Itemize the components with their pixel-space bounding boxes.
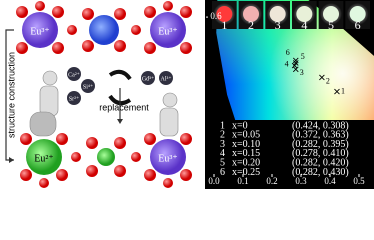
- photo-sample: [216, 6, 233, 22]
- photo-strip: 1 2 3 4 5 6: [212, 1, 370, 32]
- arrow-head: [117, 119, 123, 124]
- table-index: 3: [220, 139, 225, 150]
- point-label: 1: [341, 86, 345, 95]
- structure-diagram: structure construction Eu³⁺ Eu³⁺ Ca²⁺ Si…: [5, 1, 192, 188]
- point: [292, 66, 299, 73]
- x-tick-label: 0.1: [237, 176, 248, 186]
- photo-number: 4: [301, 18, 307, 32]
- table-index: 6: [220, 167, 225, 178]
- x-tick-label: 0.5: [353, 176, 365, 186]
- point: [334, 88, 340, 95]
- figure: structure construction Eu³⁺ Eu³⁺ Ca²⁺ Si…: [5, 0, 374, 189]
- photo-sample: [349, 6, 366, 22]
- point-label: 4: [285, 59, 289, 68]
- ion-label: Si⁴⁺: [83, 83, 93, 90]
- table-index: 2: [220, 130, 225, 141]
- photo-number: 5: [328, 18, 334, 32]
- photo-sample: [243, 6, 259, 22]
- eu-site: [22, 12, 58, 48]
- bottom-row: Eu²⁺ Eu³⁺: [20, 133, 192, 188]
- point: [292, 57, 299, 64]
- table-index: 4: [220, 148, 225, 159]
- ion: [67, 67, 81, 81]
- middle-arrow-label: replacement: [99, 102, 149, 112]
- oxygen-atoms: [20, 133, 192, 188]
- table-background: [208, 120, 374, 176]
- table-coordinates: (0.282, 0.430): [292, 167, 349, 178]
- photo-sample: [323, 6, 339, 22]
- eu-site: [150, 12, 186, 48]
- ion-label: Ca²⁺: [68, 71, 80, 78]
- table-doping: x=0.20: [232, 157, 260, 168]
- arrow-head: [9, 157, 14, 163]
- page: structure construction Eu³⁺ Eu³⁺ Ca²⁺ Si…: [5, 0, 374, 189]
- table-index: 5: [220, 157, 225, 168]
- table-coordinates: (0.282, 0.420): [292, 157, 349, 168]
- photo-number: 3: [275, 18, 281, 32]
- ion: [81, 79, 95, 93]
- photo-number: 2: [248, 18, 254, 32]
- ion: [141, 71, 155, 85]
- eu-site: [26, 139, 62, 175]
- swap-arrows: [108, 69, 132, 106]
- site-label: Eu²⁺: [34, 153, 53, 164]
- table-doping: x=0.10: [232, 139, 260, 150]
- site-label: Eu³⁺: [30, 26, 49, 37]
- left-arrow-label: structure construction: [6, 52, 16, 138]
- photo-sample: [269, 6, 286, 22]
- green-site: [97, 148, 115, 166]
- point: [319, 74, 325, 81]
- table-coordinates: (0.278, 0.410): [292, 148, 349, 159]
- table-coordinates: (0.372, 0.363): [292, 130, 349, 141]
- ion-label: Al³⁺: [161, 75, 172, 82]
- oxygen-atoms: [16, 1, 192, 54]
- table-doping: x=0.25: [232, 167, 260, 178]
- x-tick-label: 0.4: [324, 176, 336, 186]
- table-doping: x=0.05: [232, 130, 260, 141]
- y-tick-label: 0.6: [210, 11, 222, 21]
- ion-label: Sr²⁺: [69, 95, 79, 102]
- table-coordinates: (0.282, 0.395): [292, 139, 349, 150]
- cartoon-figures: [29, 70, 179, 137]
- blue-site: [89, 15, 119, 45]
- point-label: 5: [301, 52, 305, 61]
- x-tick-label: 0.3: [295, 176, 307, 186]
- x-tick-label: 0.2: [266, 176, 277, 186]
- photo-number: 1: [221, 18, 227, 32]
- ion: [159, 71, 173, 85]
- eu-site: [150, 139, 186, 175]
- point-label: 2: [326, 76, 330, 85]
- top-row: Eu³⁺ Eu³⁺: [16, 1, 192, 54]
- ion-label: Gd³⁺: [142, 75, 154, 82]
- table-coordinates: (0.424, 0.308): [292, 120, 349, 131]
- table-index: 1: [220, 120, 225, 131]
- x-tick-label: 0.0: [208, 176, 220, 186]
- photo-number: 6: [355, 18, 361, 32]
- point: [292, 60, 299, 66]
- site-label: Eu³⁺: [158, 153, 177, 164]
- ions: Ca²⁺ Si⁴⁺ Sr²⁺ Gd³⁺ Al³⁺: [67, 67, 173, 105]
- table-doping: x=0: [232, 120, 248, 131]
- point-label: 3: [300, 68, 304, 77]
- point-label: 6: [286, 48, 290, 57]
- photo-sample: [296, 6, 313, 22]
- ion: [67, 91, 81, 105]
- site-label: Eu³⁺: [158, 26, 177, 37]
- table-doping: x=0.15: [232, 148, 260, 159]
